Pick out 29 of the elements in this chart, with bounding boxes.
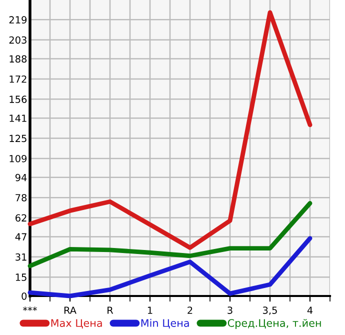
line-series xyxy=(28,236,312,298)
x-tick-label: R xyxy=(108,306,114,314)
legend-label: Сред.Цена, т.йен xyxy=(228,318,321,329)
y-tick-label: 78 xyxy=(16,194,27,202)
y-tick-label: 47 xyxy=(15,233,26,240)
y-tick-label: 188 xyxy=(10,55,27,63)
legend-label: Max Цена xyxy=(51,319,102,328)
legend-label: Min Цена xyxy=(141,318,189,328)
x-tick-label: RA xyxy=(64,306,76,314)
y-tick-label: 219 xyxy=(9,16,27,24)
y-tick-label: 31 xyxy=(16,253,26,261)
y-tick-label: 109 xyxy=(10,154,27,162)
x-tick-label: 3 xyxy=(228,306,232,314)
x-tick-label: *** xyxy=(23,306,37,312)
y-tick-label: 141 xyxy=(10,114,26,122)
line-series xyxy=(28,10,312,250)
y-tick-label: 172 xyxy=(10,75,26,83)
y-tick-label: 15 xyxy=(16,274,26,281)
y-tick-label: 156 xyxy=(10,96,27,104)
x-tick-label: 2 xyxy=(188,306,192,314)
y-tick-label: 94 xyxy=(15,174,27,182)
y-tick-label: 203 xyxy=(9,36,26,44)
y-tick-label: 125 xyxy=(10,134,26,142)
y-tick-label: 62 xyxy=(16,214,26,222)
line-series xyxy=(28,201,312,268)
y-tick-label: 0 xyxy=(22,292,27,300)
x-tick-label: 1 xyxy=(148,306,152,314)
x-tick-label: 4 xyxy=(307,306,313,314)
x-tick-label: 3,5 xyxy=(263,306,277,315)
